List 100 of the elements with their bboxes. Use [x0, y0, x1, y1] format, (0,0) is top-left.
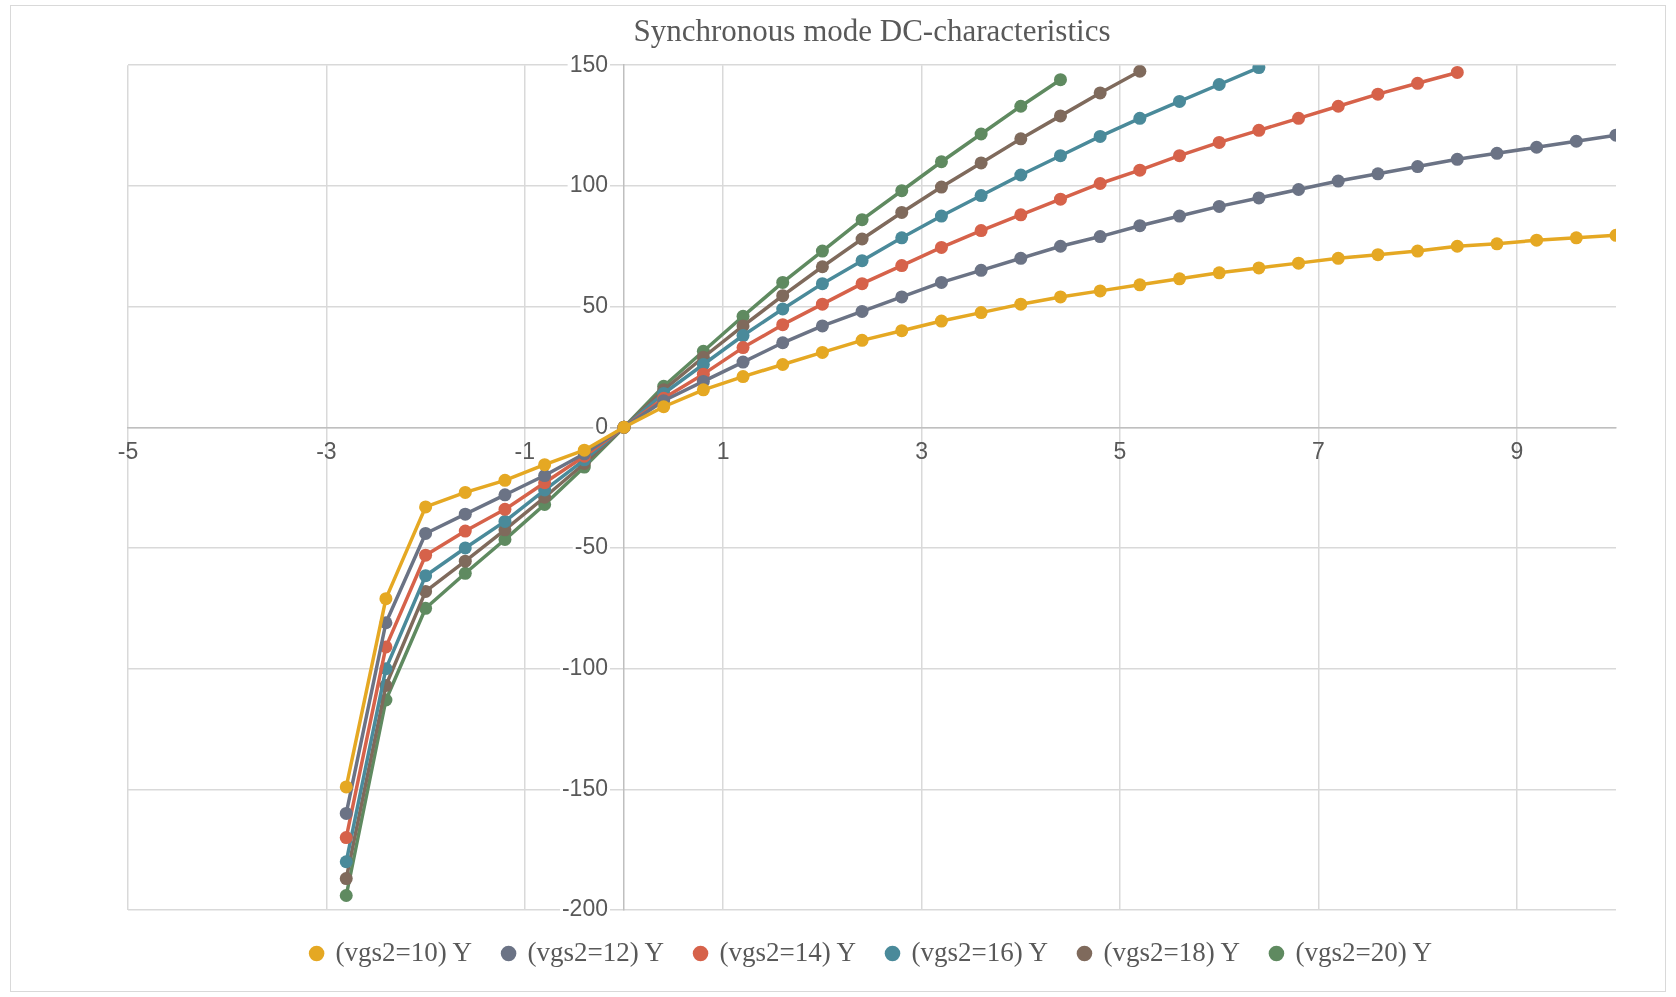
- point: [1331, 251, 1345, 265]
- point: [895, 324, 909, 338]
- point: [974, 189, 988, 203]
- point: [736, 341, 750, 355]
- point: [1490, 237, 1504, 251]
- chart-title: Synchronous mode DC-characteristics: [633, 12, 1111, 48]
- point: [1331, 174, 1345, 188]
- point: [1331, 99, 1345, 113]
- y-tick-label: -100: [561, 653, 608, 680]
- legend-label: (vgs2=14) Y: [719, 936, 856, 967]
- x-tick-label: 1: [716, 438, 730, 465]
- point: [1292, 183, 1306, 197]
- point: [934, 180, 948, 194]
- point: [1133, 219, 1147, 233]
- point: [855, 254, 869, 268]
- x-tick-label: 9: [1510, 438, 1524, 465]
- point: [855, 304, 869, 318]
- point: [1053, 73, 1067, 87]
- point: [776, 358, 790, 371]
- point: [855, 232, 869, 246]
- point: [736, 329, 750, 343]
- point: [776, 275, 790, 289]
- point: [1053, 149, 1067, 163]
- point: [1252, 191, 1266, 205]
- point: [1014, 208, 1028, 222]
- point: [1569, 134, 1583, 148]
- point: [1450, 65, 1464, 79]
- x-tick-label: -1: [514, 438, 536, 465]
- point: [1292, 111, 1306, 125]
- point: [458, 524, 472, 538]
- point: [1569, 231, 1583, 245]
- point: [815, 277, 829, 291]
- point: [934, 155, 948, 169]
- point: [1411, 244, 1425, 258]
- point: [1530, 140, 1544, 154]
- point: [895, 231, 909, 245]
- point: [1133, 278, 1147, 292]
- legend-label: (vgs2=12) Y: [527, 936, 665, 967]
- point: [657, 400, 671, 414]
- point: [895, 259, 909, 273]
- point: [934, 314, 948, 328]
- point: [815, 244, 829, 258]
- point: [1093, 129, 1107, 143]
- legend-label: (vgs2=16) Y: [911, 936, 1048, 967]
- point: [538, 469, 552, 483]
- y-tick-label: 50: [582, 291, 608, 318]
- point: [776, 302, 790, 316]
- point: [498, 488, 512, 502]
- point: [1450, 239, 1464, 253]
- point: [1173, 272, 1187, 286]
- point: [934, 240, 948, 254]
- point: [1371, 87, 1385, 101]
- point: [538, 458, 552, 472]
- point: [419, 601, 433, 615]
- point: [339, 806, 353, 820]
- point: [458, 485, 472, 499]
- point: [1014, 99, 1028, 113]
- y-tick-label: -150: [561, 774, 608, 801]
- point: [1530, 233, 1544, 247]
- y-tick-label: -200: [561, 895, 608, 922]
- point: [855, 277, 869, 291]
- point: [577, 443, 591, 457]
- point: [1173, 149, 1187, 163]
- point: [1252, 261, 1266, 275]
- point: [1014, 168, 1028, 182]
- point: [419, 526, 433, 540]
- point: [419, 548, 433, 562]
- point: [1053, 192, 1067, 206]
- point: [1173, 209, 1187, 223]
- point: [498, 514, 512, 528]
- point: [1053, 109, 1067, 123]
- x-tick-label: 3: [915, 438, 928, 465]
- point: [974, 306, 988, 320]
- legend-label: (vgs2=10) Y: [335, 936, 473, 967]
- point: [736, 355, 750, 369]
- point: [1212, 78, 1226, 92]
- y-tick-label: 100: [569, 171, 608, 198]
- point: [1450, 152, 1464, 166]
- point: [339, 831, 353, 845]
- point: [419, 569, 433, 583]
- point: [339, 855, 353, 869]
- point: [1212, 266, 1226, 280]
- point: [815, 319, 829, 333]
- point: [1133, 111, 1147, 125]
- point: [895, 184, 909, 198]
- point: [974, 156, 988, 170]
- point: [379, 592, 393, 606]
- point: [458, 554, 472, 568]
- point: [458, 507, 472, 521]
- point: [736, 370, 750, 384]
- point: [1212, 135, 1226, 149]
- legend-label: (vgs2=20) Y: [1295, 936, 1432, 967]
- x-tick-label: -5: [117, 438, 139, 465]
- point: [974, 224, 988, 238]
- point: [934, 275, 948, 289]
- point: [339, 889, 353, 903]
- point: [1173, 94, 1187, 108]
- point: [974, 127, 988, 141]
- point: [815, 345, 829, 359]
- point: [855, 213, 869, 227]
